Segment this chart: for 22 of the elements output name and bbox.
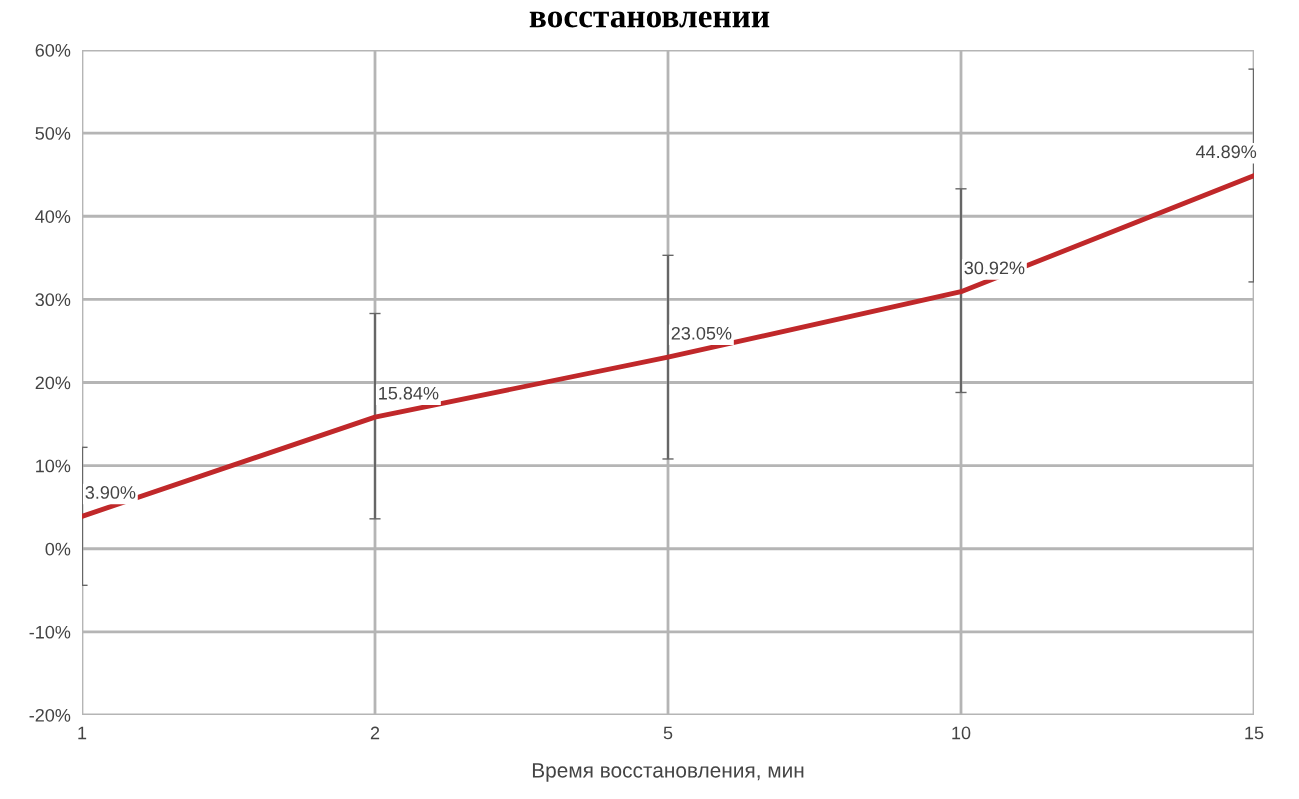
y-tick-label: 30% [35, 293, 71, 307]
chart-title: восстановлении [529, 11, 770, 28]
y-tick-label: -20% [29, 708, 71, 722]
data-label: 30.92% [964, 261, 1025, 275]
y-tick-label: 60% [35, 43, 71, 57]
data-label: 3.90% [85, 486, 136, 499]
y-tick-label: 20% [35, 376, 71, 390]
x-tick-label: 5 [663, 726, 673, 740]
y-tick-label: 0% [45, 542, 71, 556]
x-axis-title: Время восстановления, мин [532, 763, 804, 782]
y-tick-label: -10% [29, 625, 71, 639]
x-tick-label: 1 [78, 726, 87, 740]
y-tick-label: 10% [36, 459, 71, 473]
data-label: 15.84% [379, 386, 439, 400]
x-tick-label: 2 [370, 726, 380, 740]
y-tick-label: 50% [35, 127, 71, 140]
x-tick-label: 10 [952, 726, 971, 740]
line-series [82, 173, 1254, 519]
data-label: 23.05% [671, 326, 732, 340]
y-tick-label: 40% [35, 210, 71, 223]
x-tick-label: 15 [1245, 726, 1264, 740]
data-label: 44.89% [1195, 145, 1257, 159]
